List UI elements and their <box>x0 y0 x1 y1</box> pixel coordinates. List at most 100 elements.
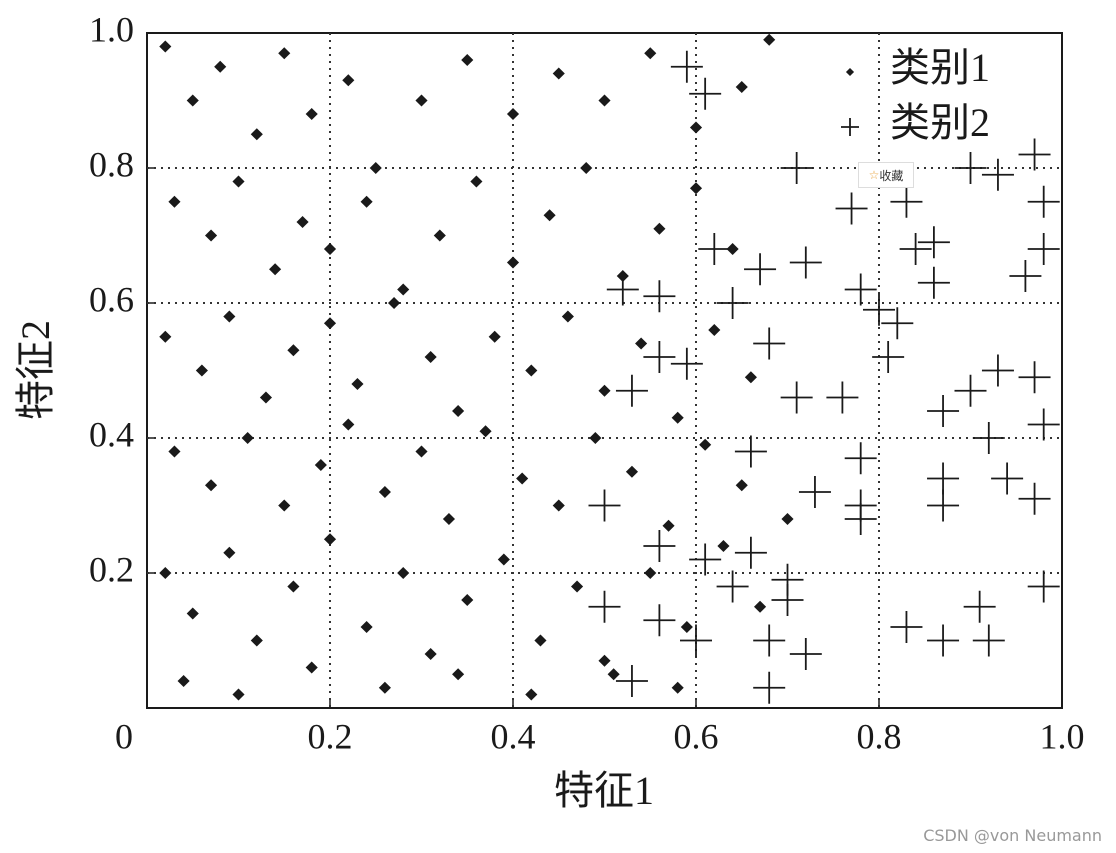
point <box>835 192 868 225</box>
point <box>716 287 749 319</box>
point <box>615 374 648 407</box>
point <box>177 674 190 688</box>
point <box>780 381 813 414</box>
point <box>360 620 373 634</box>
point <box>195 364 208 377</box>
point <box>342 74 355 87</box>
point <box>671 681 684 694</box>
point <box>615 665 648 697</box>
point <box>159 330 172 343</box>
point <box>241 431 254 445</box>
point <box>1018 138 1051 171</box>
point <box>844 442 877 475</box>
point <box>534 634 547 647</box>
point <box>488 330 501 343</box>
point <box>954 374 987 407</box>
point <box>552 499 565 512</box>
point <box>214 60 227 73</box>
point <box>159 40 172 53</box>
point <box>223 546 236 559</box>
point <box>278 47 291 60</box>
point <box>424 647 437 661</box>
point <box>259 391 273 404</box>
point <box>269 263 282 276</box>
point <box>323 242 337 256</box>
point <box>717 539 730 553</box>
point <box>278 499 291 512</box>
point <box>305 661 318 674</box>
point <box>927 624 960 657</box>
point <box>323 533 337 546</box>
point <box>644 566 657 580</box>
point <box>424 350 437 364</box>
point <box>917 266 950 299</box>
point <box>844 503 877 535</box>
point <box>781 512 794 526</box>
point <box>972 624 1005 657</box>
point <box>981 354 1014 387</box>
legend-marker <box>841 118 859 136</box>
point <box>635 337 648 350</box>
x-tick-label: 0.6 <box>674 716 719 756</box>
point <box>369 161 382 175</box>
point <box>689 182 703 195</box>
point <box>168 195 181 208</box>
point <box>588 590 621 623</box>
point <box>305 107 318 121</box>
point <box>470 175 483 188</box>
point <box>588 489 621 522</box>
point <box>972 422 1005 454</box>
y-tick-label: 0.8 <box>89 144 134 184</box>
point <box>798 476 831 508</box>
point <box>680 624 712 657</box>
point <box>753 671 786 704</box>
point <box>479 425 492 438</box>
point <box>890 611 923 643</box>
point <box>735 479 748 492</box>
point <box>525 364 538 377</box>
point <box>606 273 639 306</box>
point <box>607 668 620 681</box>
point <box>598 94 611 107</box>
point <box>497 553 510 566</box>
legend-marker <box>845 67 855 77</box>
point <box>442 512 456 526</box>
point <box>927 489 960 522</box>
point <box>250 634 263 647</box>
point <box>708 323 721 337</box>
point <box>452 404 465 418</box>
point <box>789 638 822 670</box>
point <box>653 222 666 235</box>
point <box>670 347 703 380</box>
point <box>452 668 465 681</box>
point <box>525 688 538 701</box>
point <box>204 479 218 492</box>
star-icon: ☆ <box>868 168 880 182</box>
point <box>287 344 300 357</box>
point <box>186 607 199 620</box>
x-axis-label: 特征1 <box>554 768 654 813</box>
point <box>397 283 410 296</box>
point <box>415 94 428 107</box>
y-axis-label: 特征2 <box>13 320 58 420</box>
favorite-button[interactable]: ☆ 收藏 <box>858 162 914 188</box>
y-tick-label: 0.2 <box>89 549 134 589</box>
point <box>287 580 300 593</box>
point <box>1018 482 1051 515</box>
point <box>716 570 749 603</box>
point <box>826 381 859 414</box>
point <box>872 341 905 373</box>
point <box>680 620 693 634</box>
point <box>296 215 309 229</box>
point <box>899 233 932 265</box>
point <box>643 604 676 637</box>
point <box>598 654 611 667</box>
point <box>726 242 739 256</box>
point <box>753 600 767 613</box>
y-tick-label: 0.6 <box>89 279 134 319</box>
point <box>250 128 263 141</box>
point <box>1027 408 1060 441</box>
point <box>387 296 401 310</box>
point <box>232 688 245 701</box>
point <box>735 80 748 94</box>
